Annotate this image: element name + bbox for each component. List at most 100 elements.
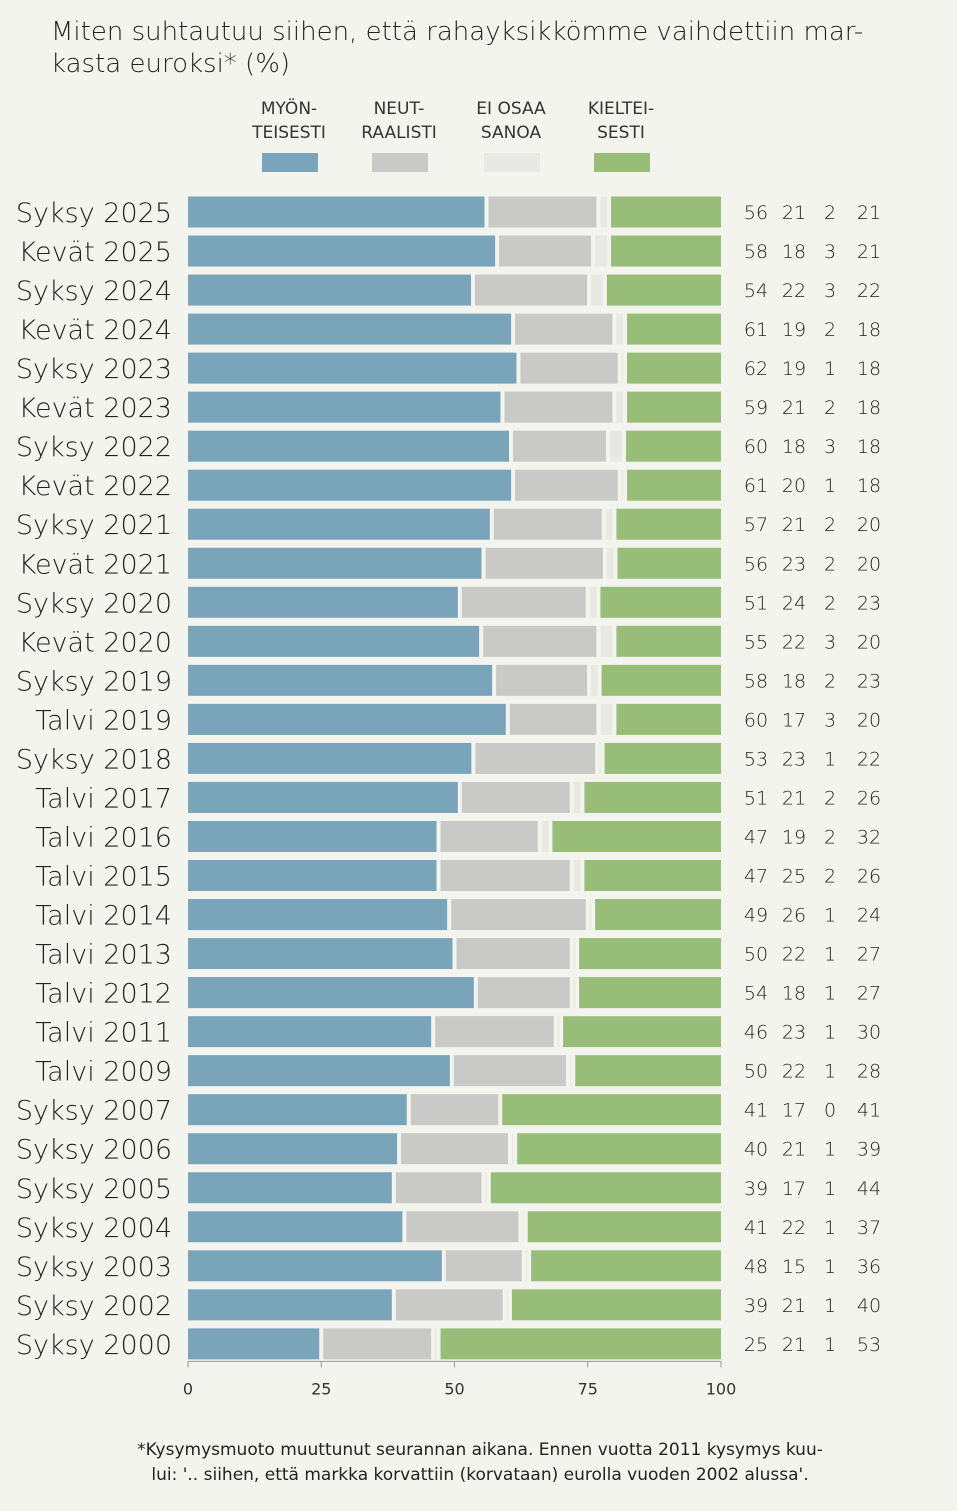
category-label: Syksy 2000	[16, 1330, 172, 1361]
value-label-neutraalisti: 18	[782, 241, 806, 263]
category-label: Syksy 2002	[16, 1291, 172, 1322]
bar-segment-kielteisesti	[527, 1211, 721, 1243]
category-label: Kevät 2025	[19, 237, 172, 268]
value-label-myonteisesti: 41	[744, 1217, 768, 1239]
bar-segment-myonteisesti	[188, 196, 485, 228]
category-label: Talvi 2009	[35, 1057, 172, 1088]
bar-segment-neutraalisti	[474, 274, 588, 306]
category-label: Syksy 2007	[16, 1096, 172, 1127]
value-label-kielteisesti: 18	[857, 397, 881, 419]
footnote-line-1: *Kysymysmuoto muuttunut seurannan aikana…	[137, 1440, 823, 1460]
bar-segment-kielteisesti	[611, 235, 721, 267]
value-label-neutraalisti: 22	[782, 1061, 806, 1083]
bar-segment-ei-osaa	[573, 860, 581, 892]
bar-segment-ei-osaa	[589, 586, 597, 618]
value-label-kielteisesti: 41	[857, 1100, 881, 1122]
value-label-myonteisesti: 25	[744, 1334, 768, 1356]
bar-segment-myonteisesti	[188, 1289, 392, 1321]
bar-segment-myonteisesti	[188, 899, 448, 931]
bar-segment-neutraalisti	[451, 899, 586, 931]
bar-segment-kielteisesti	[490, 1172, 721, 1204]
value-label-myonteisesti: 54	[744, 983, 768, 1005]
bar-segment-neutraalisti	[435, 1016, 554, 1048]
bar-segment-ei-osaa	[522, 1211, 524, 1243]
value-label-neutraalisti: 21	[782, 1295, 806, 1317]
value-label-myonteisesti: 58	[744, 670, 768, 692]
value-label-kielteisesti: 20	[857, 631, 881, 653]
value-label-neutraalisti: 17	[782, 1178, 806, 1200]
x-tick-label: 75	[578, 1379, 598, 1398]
bar-segment-kielteisesti	[563, 1016, 721, 1048]
title-line-1: Miten suhtautuu siihen, että rahayksikkö…	[51, 17, 864, 47]
value-label-kielteisesti: 18	[857, 475, 881, 497]
value-label-neutraalisti: 20	[782, 475, 806, 497]
value-label-neutraalisti: 26	[782, 905, 806, 927]
value-label-myonteisesti: 41	[744, 1100, 768, 1122]
value-label-kielteisesti: 26	[857, 866, 881, 888]
legend-swatch-ei-osaa	[484, 153, 540, 172]
bar-segment-kielteisesti	[531, 1250, 721, 1282]
value-label-myonteisesti: 55	[744, 631, 768, 653]
x-tick-label: 50	[444, 1379, 464, 1398]
value-label-myonteisesti: 53	[744, 748, 768, 770]
category-label: Kevät 2022	[19, 471, 172, 502]
bar-segment-ei-osaa	[600, 625, 613, 657]
value-label-ei-osaa: 1	[824, 1022, 836, 1044]
bar-segment-myonteisesti	[188, 274, 471, 306]
bar-segment-neutraalisti	[440, 820, 538, 852]
bar-segment-ei-osaa	[525, 1250, 528, 1282]
bar-segment-myonteisesti	[188, 430, 510, 462]
value-label-myonteisesti: 51	[744, 787, 768, 809]
value-label-myonteisesti: 61	[744, 475, 768, 497]
bar-segment-kielteisesti	[611, 196, 721, 228]
value-label-ei-osaa: 1	[824, 944, 836, 966]
bar-segment-myonteisesti	[188, 860, 437, 892]
value-label-kielteisesti: 28	[857, 1061, 881, 1083]
legend-label-neutraalisti: NEUT- RAALISTI	[361, 99, 437, 143]
bar-segment-neutraalisti	[440, 860, 570, 892]
bar-segment-kielteisesti	[579, 938, 721, 970]
footnote: *Kysymysmuoto muuttunut seurannan aikana…	[60, 1438, 900, 1488]
value-label-neutraalisti: 18	[782, 670, 806, 692]
bar-segment-ei-osaa	[621, 352, 624, 384]
bar-segment-neutraalisti	[509, 703, 597, 735]
value-label-kielteisesti: 21	[857, 202, 881, 224]
value-label-kielteisesti: 20	[857, 709, 881, 731]
legend-swatch-myonteisesti	[262, 153, 318, 172]
bar-segment-myonteisesti	[188, 1055, 450, 1087]
bar-segment-neutraalisti	[401, 1133, 508, 1165]
value-label-ei-osaa: 2	[824, 397, 836, 419]
value-label-kielteisesti: 30	[857, 1022, 881, 1044]
value-label-ei-osaa: 1	[824, 1334, 836, 1356]
bar-segment-kielteisesti	[616, 508, 721, 540]
value-label-myonteisesti: 54	[744, 280, 768, 302]
value-label-kielteisesti: 18	[857, 319, 881, 341]
value-label-myonteisesti: 40	[744, 1139, 768, 1161]
value-label-neutraalisti: 17	[782, 709, 806, 731]
value-label-myonteisesti: 46	[744, 1022, 768, 1044]
value-label-neutraalisti: 21	[782, 1139, 806, 1161]
value-label-neutraalisti: 19	[782, 826, 806, 848]
value-label-kielteisesti: 22	[857, 280, 881, 302]
bar-segment-ei-osaa	[506, 1289, 508, 1321]
value-label-kielteisesti: 20	[857, 514, 881, 536]
bar-segment-neutraalisti	[461, 586, 586, 618]
value-label-kielteisesti: 23	[857, 670, 881, 692]
category-label: Syksy 2004	[16, 1213, 172, 1244]
bar-segment-ei-osaa	[616, 391, 624, 423]
value-label-myonteisesti: 62	[744, 358, 768, 380]
value-label-kielteisesti: 24	[857, 905, 881, 927]
value-label-neutraalisti: 23	[782, 748, 806, 770]
value-label-myonteisesti: 39	[744, 1178, 768, 1200]
legend-swatch-neutraalisti	[372, 153, 428, 172]
bar-segment-ei-osaa	[573, 977, 576, 1009]
bar-segment-neutraalisti	[410, 1094, 499, 1126]
bar-segment-kielteisesti	[606, 274, 721, 306]
value-label-ei-osaa: 1	[824, 1217, 836, 1239]
bar-segment-kielteisesti	[584, 781, 721, 813]
bar-segment-ei-osaa	[599, 742, 601, 774]
bar-segment-ei-osaa	[573, 938, 576, 970]
category-label: Syksy 2003	[16, 1252, 172, 1283]
bar-segment-myonteisesti	[188, 1250, 442, 1282]
value-label-kielteisesti: 44	[857, 1178, 881, 1200]
